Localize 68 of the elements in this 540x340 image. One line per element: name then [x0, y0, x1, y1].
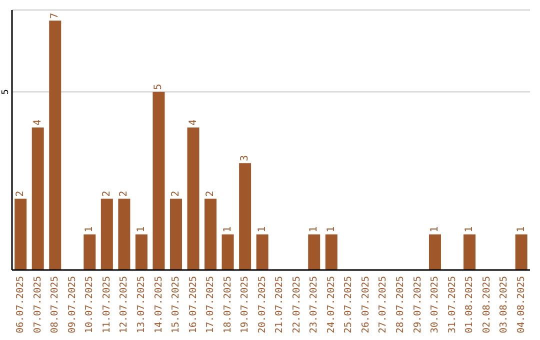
x-tick-label: 19.07.2025 [240, 276, 251, 334]
data-label: 1 [464, 226, 476, 232]
bar [515, 234, 528, 270]
x-tick-label: 09.07.2025 [66, 276, 78, 334]
bar [204, 198, 217, 270]
bar [325, 234, 338, 270]
bar [428, 234, 441, 270]
x-tick-label: 21.07.2025 [274, 276, 286, 334]
bar [118, 198, 130, 270]
data-label: 1 [84, 226, 96, 232]
bar [170, 198, 182, 270]
x-tick-label: 29.07.2025 [412, 276, 424, 334]
x-tick-label: 18.07.2025 [222, 276, 234, 334]
x-tick-label: 12.07.2025 [118, 276, 130, 334]
bar [187, 128, 200, 270]
x-tick-label: 26.07.2025 [360, 276, 372, 334]
x-tick-label: 20.07.2025 [256, 276, 268, 334]
x-tick-label: 22.07.2025 [291, 276, 302, 334]
bar [256, 234, 268, 270]
bar [100, 198, 113, 270]
x-tick-label: 11.07.2025 [101, 276, 112, 334]
bar [14, 198, 27, 270]
x-tick-label: 16.07.2025 [188, 276, 199, 334]
x-tick-label: 14.07.2025 [153, 276, 164, 334]
x-tick-label: 03.08.2025 [498, 276, 510, 334]
x-tick-label: 25.07.2025 [343, 276, 354, 334]
x-tick-label: 04.08.2025 [516, 276, 527, 334]
data-label: 2 [15, 190, 26, 197]
bar [84, 234, 96, 270]
x-tick-label: 02.08.2025 [481, 276, 492, 334]
data-label: 2 [170, 190, 182, 197]
data-label: 2 [101, 190, 112, 197]
bar [464, 234, 476, 270]
data-label: 1 [308, 226, 320, 232]
data-label: 3 [240, 155, 251, 162]
bar [308, 234, 320, 270]
data-label: 2 [205, 190, 216, 197]
x-tick-label: 23.07.2025 [308, 276, 320, 334]
bar [32, 128, 44, 270]
data-label: 1 [222, 226, 234, 232]
data-label: 7 [50, 12, 61, 19]
x-tick-label: 07.07.2025 [32, 276, 44, 334]
data-label: 4 [188, 120, 199, 126]
data-label: 4 [32, 120, 44, 126]
bar [222, 234, 234, 270]
bar [152, 92, 165, 270]
bar [135, 234, 148, 270]
x-tick-label: 28.07.2025 [395, 276, 406, 334]
data-label: 1 [429, 226, 440, 232]
bar [49, 20, 62, 270]
x-tick-label: 15.07.2025 [170, 276, 182, 334]
x-tick-label: 13.07.2025 [136, 276, 147, 334]
x-tick-label: 17.07.2025 [205, 276, 216, 334]
data-label: 5 [153, 84, 164, 90]
data-label: 1 [256, 226, 268, 232]
x-tick-label: 31.07.2025 [446, 276, 458, 334]
x-tick-label: 08.07.2025 [50, 276, 61, 334]
bar [239, 163, 252, 270]
data-label: 1 [326, 226, 337, 232]
x-tick-label: 10.07.2025 [84, 276, 96, 334]
x-tick-label: 01.08.2025 [464, 276, 476, 334]
data-label: 1 [516, 226, 527, 232]
x-tick-label: 27.07.2025 [378, 276, 389, 334]
data-label: 2 [118, 190, 130, 197]
x-tick-label: 30.07.2025 [430, 276, 441, 334]
x-tick-label: 24.07.2025 [326, 276, 337, 334]
x-tick-label: 06.07.2025 [15, 276, 26, 334]
data-label: 1 [136, 226, 147, 232]
